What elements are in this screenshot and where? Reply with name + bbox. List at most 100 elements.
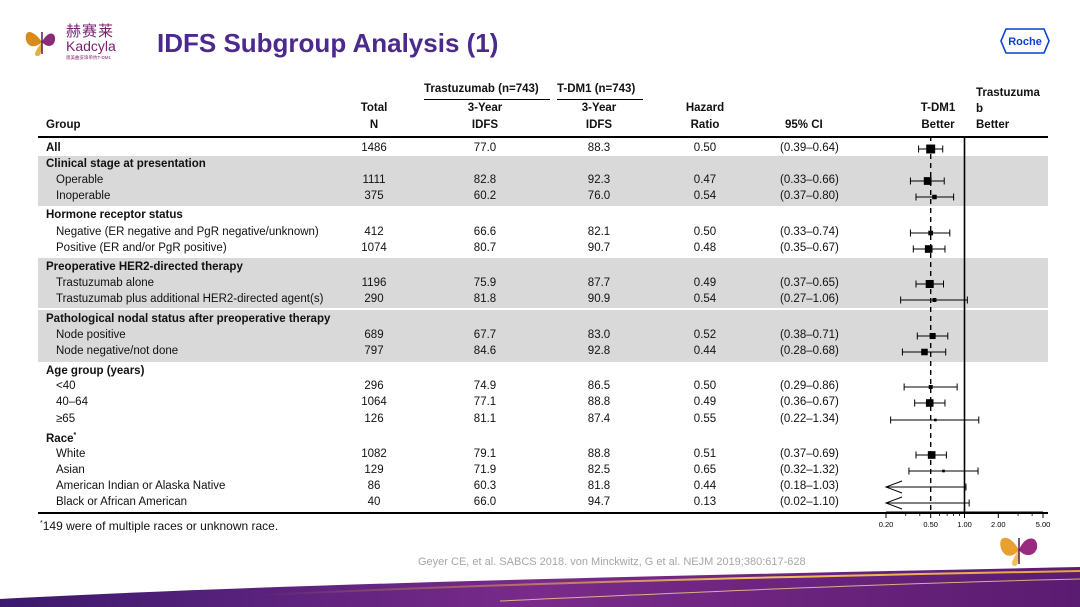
row-tdm1-idfs: 86.5 xyxy=(587,380,611,392)
roche-logo: Roche xyxy=(1000,28,1050,54)
arm1-idfs-top: 3-Year xyxy=(467,102,503,114)
row-tdm1-idfs: 87.7 xyxy=(587,277,611,289)
row-trastuzumab-idfs: 66.6 xyxy=(473,226,497,238)
row-ci: (0.37–0.69) xyxy=(780,448,839,460)
hr-marker xyxy=(932,298,937,302)
brand-subtitle: 恩美曲妥珠单抗T-DM1 xyxy=(66,55,111,60)
tdm1-better-bottom: Better xyxy=(921,119,955,131)
hr-marker xyxy=(921,348,928,356)
row-label: Negative (ER negative and PgR negative/u… xyxy=(56,226,319,238)
table-row: Node negative/not done 797 84.6 92.8 0.4… xyxy=(0,345,1080,361)
citation: Geyer CE, et al. SABCS 2018. von Minckwi… xyxy=(418,556,806,568)
row-hazard-ratio: 0.51 xyxy=(693,448,717,460)
row-hazard-ratio: 0.13 xyxy=(693,496,717,508)
trastuzumab-better-2: b xyxy=(976,103,984,115)
table-row: Negative (ER negative and PgR negative/u… xyxy=(0,226,1080,242)
row-label: Black or African American xyxy=(56,496,188,508)
row-trastuzumab-idfs: 75.9 xyxy=(473,277,497,289)
table-row: 40–64 1064 77.1 88.8 0.49 (0.36–0.67) xyxy=(0,396,1080,412)
table-bottom-rule xyxy=(38,512,1048,514)
row-label: Trastuzumab alone xyxy=(56,277,155,289)
hr-marker xyxy=(929,332,936,340)
table-row: White 1082 79.1 88.8 0.51 (0.37–0.69) xyxy=(0,448,1080,464)
arm1-idfs-bottom: IDFS xyxy=(471,119,499,131)
footnote-mark: * xyxy=(40,520,43,527)
row-n: 1196 xyxy=(361,277,387,289)
row-label: Trastuzumab plus additional HER2-directe… xyxy=(56,293,324,305)
section-preop: Preoperative HER2-directed therapy xyxy=(46,261,243,273)
row-n: 86 xyxy=(367,480,381,492)
section-hormone: Hormone receptor status xyxy=(46,209,183,221)
row-label: American Indian or Alaska Native xyxy=(56,480,226,492)
x-tick-label: 5.00 xyxy=(1036,520,1051,529)
row-label: Positive (ER and/or PgR positive) xyxy=(56,242,227,254)
row-trastuzumab-idfs: 81.1 xyxy=(473,413,497,425)
decorative-footer-band xyxy=(0,567,1080,607)
row-ci: (0.39–0.64) xyxy=(780,142,839,154)
row-hazard-ratio: 0.65 xyxy=(693,464,717,476)
hr-marker xyxy=(923,177,932,185)
row-trastuzumab-idfs: 67.7 xyxy=(473,329,497,341)
hr-marker xyxy=(928,384,933,390)
row-label: <40 xyxy=(56,380,76,392)
row-tdm1-idfs: 88.8 xyxy=(587,396,611,408)
row-trastuzumab-idfs: 79.1 xyxy=(473,448,497,460)
row-ci: (0.38–0.71) xyxy=(780,329,839,341)
table-row: All 1486 77.0 88.3 0.50 (0.39–0.64) xyxy=(0,142,1080,158)
total-header: Total xyxy=(360,102,388,114)
table-row: Trastuzumab plus additional HER2-directe… xyxy=(0,293,1080,309)
row-n: 1064 xyxy=(361,396,387,408)
row-hazard-ratio: 0.50 xyxy=(693,142,717,154)
tdm1-better-top: T-DM1 xyxy=(920,102,956,114)
row-hazard-ratio: 0.47 xyxy=(693,174,717,186)
kadcyla-logo: 赫赛莱 Kadcyla 恩美曲妥珠单抗T-DM1 xyxy=(22,18,132,68)
row-ci: (0.27–1.06) xyxy=(780,293,839,305)
row-label: ≥65 xyxy=(56,413,76,425)
arm2-idfs-top: 3-Year xyxy=(581,102,617,114)
row-tdm1-idfs: 88.8 xyxy=(587,448,611,460)
hr-marker xyxy=(927,451,936,459)
table-row: Black or African American 40 66.0 94.7 0… xyxy=(0,496,1080,512)
table-row: Operable 1111 82.8 92.3 0.47 (0.33–0.66) xyxy=(0,174,1080,190)
row-ci: (0.18–1.03) xyxy=(780,480,839,492)
table-row: ≥65 126 81.1 87.4 0.55 (0.22–1.34) xyxy=(0,413,1080,429)
hr-marker xyxy=(926,144,936,154)
row-n: 1082 xyxy=(361,448,387,460)
row-tdm1-idfs: 90.7 xyxy=(587,242,611,254)
arm1-header: Trastuzumab (n=743) xyxy=(424,83,539,95)
forest-plot: 0.20 0.50 1.00 2.00 5.00 xyxy=(879,136,1051,529)
row-hazard-ratio: 0.50 xyxy=(693,226,717,238)
row-trastuzumab-idfs: 71.9 xyxy=(473,464,497,476)
row-label: All xyxy=(46,142,61,154)
table-row: Positive (ER and/or PgR positive) 1074 8… xyxy=(0,242,1080,258)
footnote: *149 were of multiple races or unknown r… xyxy=(40,519,278,533)
row-hazard-ratio: 0.54 xyxy=(693,190,717,202)
arm1-underline xyxy=(424,99,550,100)
footnote-text: 149 were of multiple races or unknown ra… xyxy=(42,519,279,533)
arm2-idfs-bottom: IDFS xyxy=(585,119,613,131)
row-label: Inoperable xyxy=(56,190,111,202)
group-header: Group xyxy=(46,119,81,131)
row-label: Asian xyxy=(56,464,85,476)
section-age: Age group (years) xyxy=(46,365,145,377)
roche-logo-text: Roche xyxy=(1008,36,1042,48)
row-n: 797 xyxy=(364,345,384,357)
row-trastuzumab-idfs: 80.7 xyxy=(473,242,497,254)
section-race-label: Race xyxy=(46,432,74,445)
row-trastuzumab-idfs: 81.8 xyxy=(473,293,497,305)
row-n: 689 xyxy=(364,329,384,341)
table-row: Asian 129 71.9 82.5 0.65 (0.32–1.32) xyxy=(0,464,1080,480)
x-tick-label: 0.20 xyxy=(879,520,894,529)
row-label: 40–64 xyxy=(56,396,88,408)
hr-marker xyxy=(932,194,937,200)
row-hazard-ratio: 0.44 xyxy=(693,345,717,357)
row-trastuzumab-idfs: 74.9 xyxy=(473,380,497,392)
ci-arrow-lower xyxy=(884,480,903,494)
row-ci: (0.22–1.34) xyxy=(780,413,839,425)
row-hazard-ratio: 0.50 xyxy=(693,380,717,392)
row-tdm1-idfs: 94.7 xyxy=(587,496,611,508)
row-hazard-ratio: 0.55 xyxy=(693,413,717,425)
row-n: 412 xyxy=(364,226,384,238)
row-trastuzumab-idfs: 60.3 xyxy=(473,480,497,492)
row-label: White xyxy=(56,448,86,460)
